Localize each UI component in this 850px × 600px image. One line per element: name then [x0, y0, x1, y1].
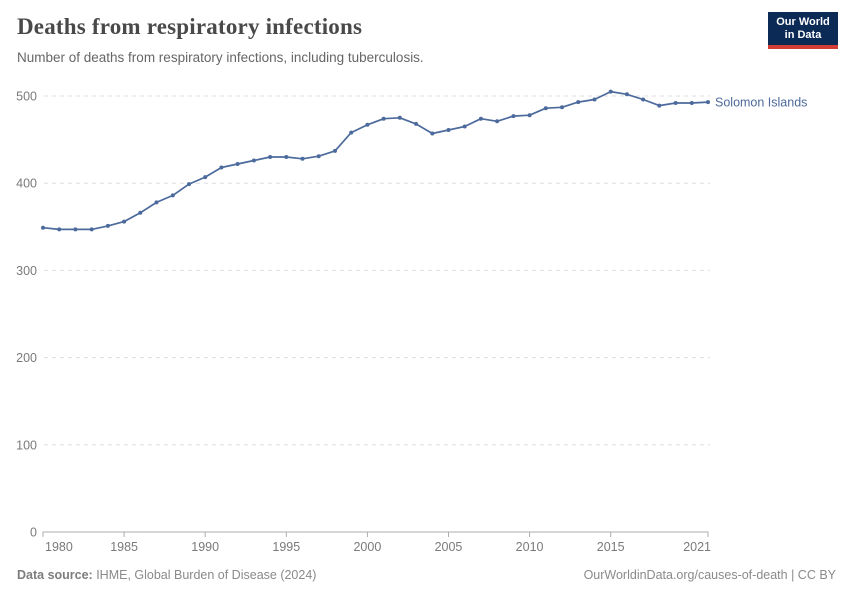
- data-source-text: IHME, Global Burden of Disease (2024): [92, 568, 317, 582]
- data-point-1996[interactable]: [300, 156, 305, 161]
- data-point-1994[interactable]: [268, 155, 273, 159]
- data-point-1985[interactable]: [122, 219, 127, 224]
- data-point-2009[interactable]: [511, 114, 516, 119]
- data-point-1999[interactable]: [349, 130, 354, 135]
- x-axis-label-2010: 2010: [516, 540, 544, 554]
- chart-title: Deaths from respiratory infections: [17, 14, 363, 39]
- data-point-2008[interactable]: [495, 119, 500, 124]
- chart-subtitle: Number of deaths from respiratory infect…: [17, 50, 424, 65]
- data-source-note: Data source: IHME, Global Burden of Dise…: [17, 568, 316, 582]
- x-axis-label-1980: 1980: [45, 540, 73, 554]
- data-point-2007[interactable]: [478, 116, 483, 121]
- owid-logo-red-bar: [768, 45, 838, 49]
- data-point-1993[interactable]: [251, 158, 256, 163]
- chart-footer: Data source: IHME, Global Burden of Dise…: [17, 568, 836, 582]
- y-axis-label-200: 200: [16, 351, 37, 365]
- data-point-2012[interactable]: [560, 105, 564, 110]
- data-point-2015[interactable]: [608, 89, 613, 94]
- x-axis-label-2015: 2015: [597, 540, 625, 554]
- data-point-1995[interactable]: [284, 155, 289, 159]
- data-point-2019[interactable]: [673, 101, 678, 105]
- data-point-2020[interactable]: [689, 101, 694, 105]
- y-axis-label-0: 0: [30, 526, 37, 540]
- data-point-1991[interactable]: [219, 165, 224, 170]
- y-axis-label-300: 300: [16, 264, 37, 278]
- x-axis-label-1985: 1985: [110, 540, 138, 554]
- y-axis-label-500: 500: [16, 90, 37, 104]
- data-point-2004[interactable]: [430, 131, 435, 136]
- data-point-2002[interactable]: [397, 115, 402, 120]
- series-label-solomon-islands[interactable]: Solomon Islands: [715, 96, 807, 110]
- x-axis-label-1990: 1990: [191, 540, 219, 554]
- owid-credit-link[interactable]: OurWorldinData.org/causes-of-death | CC …: [583, 568, 836, 582]
- x-axis-label-2000: 2000: [353, 540, 381, 554]
- data-source-label: Data source:: [17, 568, 93, 582]
- data-point-1980[interactable]: [41, 225, 45, 230]
- data-point-1986[interactable]: [138, 210, 143, 215]
- data-point-2018[interactable]: [657, 103, 662, 108]
- data-point-1997[interactable]: [316, 154, 321, 159]
- data-point-2017[interactable]: [641, 97, 646, 102]
- data-point-1989[interactable]: [187, 182, 191, 187]
- data-point-2000[interactable]: [365, 122, 370, 127]
- owid-logo-line2: in Data: [784, 29, 822, 41]
- data-point-1987[interactable]: [154, 200, 159, 205]
- owid-logo[interactable]: Our World in Data: [768, 12, 838, 49]
- data-point-1981[interactable]: [57, 227, 62, 232]
- data-point-2010[interactable]: [527, 113, 532, 118]
- data-point-2014[interactable]: [592, 97, 597, 102]
- y-axis-label-100: 100: [16, 438, 37, 452]
- x-axis-label-2021: 2021: [683, 540, 711, 554]
- data-point-1992[interactable]: [235, 162, 240, 166]
- x-axis-label-1995: 1995: [272, 540, 300, 554]
- x-axis-label-2005: 2005: [435, 540, 463, 554]
- data-point-2003[interactable]: [414, 121, 418, 126]
- data-point-2006[interactable]: [462, 124, 467, 129]
- series-line-solomon-islands[interactable]: [42, 90, 709, 231]
- data-point-2013[interactable]: [576, 100, 581, 105]
- data-point-1984[interactable]: [105, 223, 110, 228]
- data-point-2001[interactable]: [381, 116, 386, 121]
- data-point-1988[interactable]: [170, 193, 175, 198]
- data-point-2011[interactable]: [543, 106, 548, 111]
- data-point-1998[interactable]: [333, 148, 337, 153]
- data-point-2021[interactable]: [706, 100, 710, 105]
- y-axis-label-400: 400: [16, 177, 37, 191]
- data-point-1983[interactable]: [89, 227, 94, 232]
- data-point-2005[interactable]: [446, 128, 451, 132]
- data-point-1982[interactable]: [73, 227, 78, 232]
- data-point-1990[interactable]: [203, 175, 208, 180]
- data-point-2016[interactable]: [624, 92, 629, 97]
- owid-logo-line1: Our World: [776, 16, 830, 28]
